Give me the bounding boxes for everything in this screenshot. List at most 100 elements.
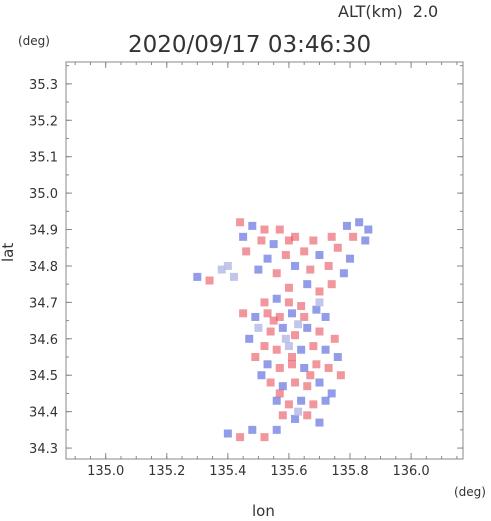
heatmap-cell [272,425,281,434]
heatmap-cell [333,243,342,252]
y-tick-label: 34.5 [29,369,58,384]
heatmap-cell [324,261,333,270]
heatmap-cell [236,433,245,442]
x-tick-label: 135.6 [270,464,307,479]
x-tick-label: 135.4 [209,464,246,479]
heatmap-cell [272,269,281,278]
heatmap-cells [193,218,373,442]
heatmap-cell [327,232,336,241]
heatmap-cell [324,363,333,372]
timestamp: 2020/09/17 03:46:30 [128,32,371,58]
heatmap-cell [300,312,309,321]
heatmap-cell [300,247,309,256]
heatmap-cell [254,323,263,332]
heatmap-cell [260,433,269,442]
heatmap-cell [321,345,330,354]
heatmap-cell [284,283,293,292]
heatmap-cell [275,312,284,321]
heatmap-cell [303,382,312,391]
heatmap-cell [254,265,263,274]
heatmap-cell [309,236,318,245]
x-tick-label: 135.2 [148,464,185,479]
heatmap-cell [297,396,306,405]
heatmap-cell [336,371,345,380]
heatmap-cell [321,396,330,405]
heatmap-cell [284,298,293,307]
y-tick-label: 34.7 [29,296,58,311]
heatmap-cell [361,236,370,245]
heatmap-cell [257,371,266,380]
heatmap-cell [260,225,269,234]
heatmap-cell [309,400,318,409]
y-tick-label: 34.3 [29,442,58,457]
heatmap-cell [355,218,364,227]
heatmap-cell [297,345,306,354]
heatmap-cell [245,334,254,343]
heatmap-cell [291,232,300,241]
heatmap-cell [242,247,251,256]
y-tick-labels: 34.3 34.4 34.5 34.6 34.7 34.8 34.9 35.0 35.1 35.2… [29,78,58,457]
heatmap-cell [251,312,260,321]
heatmap-cell [239,232,248,241]
heatmap-cell [205,276,214,285]
heatmap-cell [303,323,312,332]
heatmap-cell [315,298,324,307]
y-tick-label: 35.3 [29,78,58,93]
heatmap-cell [321,312,330,321]
y-tick-label: 35.1 [29,151,58,166]
heatmap-cell [306,265,315,274]
heatmap-cell [223,429,232,438]
y-unit-label: (deg) [18,34,50,48]
heatmap-cell [291,331,300,340]
heatmap-cell [309,342,318,351]
heatmap-cell [333,353,342,362]
heatmap-cell [269,240,278,249]
heatmap-cell [312,305,321,314]
heatmap-cell [315,418,324,427]
heatmap-cell [239,309,248,318]
heatmap-cell [284,400,293,409]
heatmap-cell [266,378,275,387]
x-tick-label: 135.0 [87,464,124,479]
heatmap-cell [223,261,232,270]
heatmap-cell [263,254,272,263]
heatmap-cell [342,221,351,230]
heatmap-cell [330,334,339,343]
heatmap-cell [275,389,284,398]
heatmap-cell [303,411,312,420]
heatmap-cell [257,236,266,245]
altitude-label: ALT(km) 2.0 [338,2,438,21]
heatmap-cell [349,232,358,241]
heatmap-cell [287,360,296,369]
heatmap-cell [327,280,336,289]
heatmap-cell [284,236,293,245]
heatmap-cell [278,323,287,332]
heatmap-cell [263,360,272,369]
heatmap-cell [315,327,324,336]
heatmap-cell [217,265,226,274]
heatmap-cell [275,363,284,372]
heatmap-cell [339,269,348,278]
heatmap-cell [306,371,315,380]
heatmap-cell [229,272,238,281]
y-axis-title: lat [0,243,17,262]
heatmap-cell [193,272,202,281]
x-unit-label: (deg) [454,485,486,499]
heatmap-cell [236,218,245,227]
heatmap-cell [315,287,324,296]
x-tick-labels: 135.0 135.2 135.4 135.6 135.8 136.0 [87,464,430,479]
heatmap-cell [260,298,269,307]
heatmap-cell [287,353,296,362]
heatmap-cell [303,280,312,289]
heatmap-cell [248,221,257,230]
heatmap-cell [275,225,284,234]
heatmap-cell [291,261,300,270]
heatmap-cell [251,353,260,362]
heatmap-cell [284,342,293,351]
heatmap-cell [281,334,290,343]
heatmap-cell [315,378,324,387]
y-tick-label: 35.0 [29,187,58,202]
y-tick-label: 34.4 [29,406,58,421]
axis-ticks [66,62,463,459]
heatmap-cell [269,316,278,325]
